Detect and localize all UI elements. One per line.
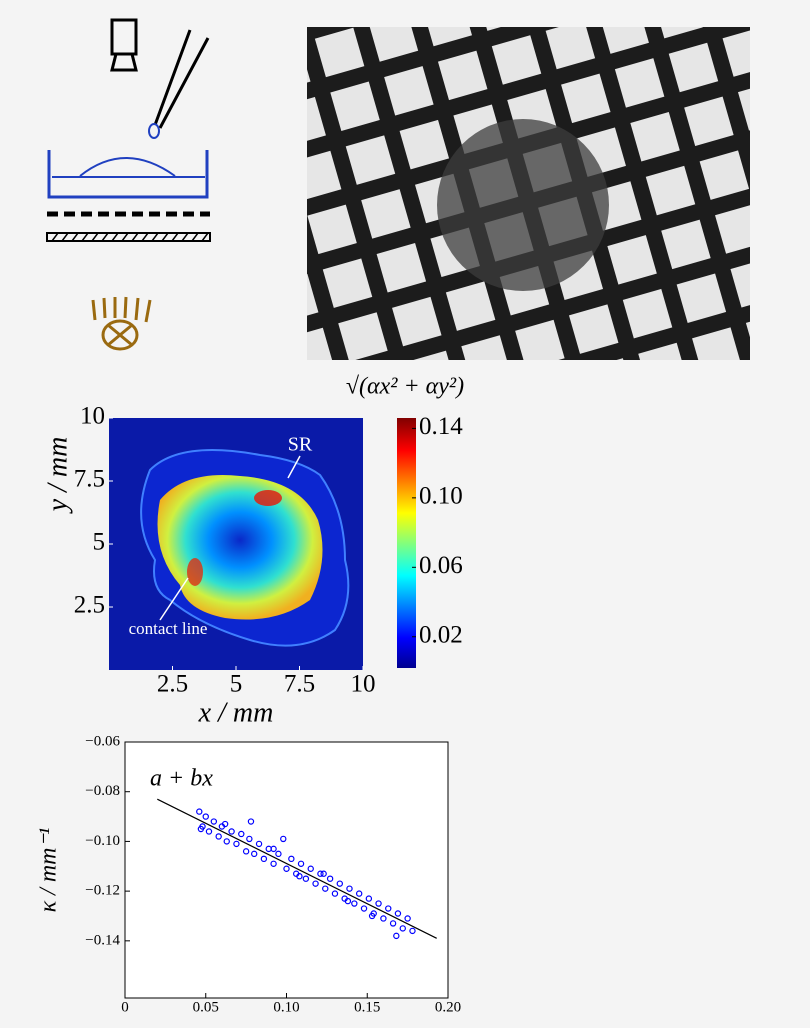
y-tick-label: 7.5: [74, 466, 105, 493]
colorbar: [397, 418, 416, 668]
data-point: [221, 820, 229, 828]
data-point: [270, 860, 277, 867]
data-point: [283, 865, 290, 872]
data-point: [255, 840, 263, 848]
colorbar-tick-label: 0.14: [419, 413, 463, 440]
annotation: a + bx: [150, 766, 213, 792]
data-point: [355, 890, 363, 897]
data-point: [202, 813, 209, 820]
data-point: [242, 848, 250, 855]
data-point: [365, 895, 373, 902]
data-point: [250, 850, 258, 858]
y-tick-label: −0.06: [85, 733, 120, 749]
x-tick-label: 5: [230, 671, 243, 698]
x-axis-label: x / mm: [198, 697, 274, 728]
data-point: [228, 828, 235, 835]
y-tick-label: −0.12: [85, 883, 120, 899]
annotation-pointer: [159, 577, 189, 621]
data-point: [344, 897, 352, 905]
data-point: [351, 900, 358, 907]
heatmap-image: [109, 418, 363, 670]
data-point: [270, 845, 277, 853]
data-point: [399, 925, 406, 932]
data-point: [404, 915, 411, 922]
data-point: [246, 835, 253, 843]
data-point: [331, 890, 339, 897]
data-point: [326, 875, 334, 882]
data-point: [346, 885, 353, 892]
data-point: [210, 818, 218, 825]
y-tick-label: 10: [80, 403, 105, 430]
y-tick-label: 5: [93, 529, 106, 556]
data-point: [280, 835, 287, 843]
annotation: SR: [288, 434, 313, 456]
data-point: [215, 833, 222, 840]
annotation-pointer: [287, 455, 301, 479]
data-point: [317, 870, 324, 877]
data-point: [296, 873, 303, 880]
x-tick-label: 10: [351, 671, 376, 698]
x-tick-label: 0.20: [435, 999, 461, 1015]
y-tick-label: −0.10: [85, 833, 120, 849]
data-point: [394, 910, 402, 917]
y-tick-label: −0.14: [85, 932, 120, 948]
x-tick-label: 0: [121, 999, 129, 1015]
data-point: [260, 855, 268, 863]
plot-frame: [124, 741, 449, 999]
photo: [307, 27, 750, 360]
data-point: [393, 932, 400, 940]
data-point: [389, 920, 397, 927]
x-tick-label: 0.15: [354, 999, 380, 1015]
fit-line: [157, 798, 437, 939]
y-axis-label: y / mm: [42, 437, 73, 515]
colorbar-tick-label: 0.10: [419, 483, 463, 510]
data-point: [409, 927, 416, 935]
data-point: [223, 838, 230, 845]
data-point: [336, 880, 343, 887]
data-point: [368, 912, 376, 920]
setup-sketch: [46, 18, 211, 351]
data-point: [312, 880, 319, 887]
x-tick-label: 7.5: [284, 671, 315, 698]
data-point: [233, 840, 240, 848]
data-point: [205, 828, 213, 835]
data-point: [196, 808, 203, 815]
colorbar-tick-label: 0.06: [419, 552, 463, 579]
annotation: contact line: [129, 619, 208, 638]
x-tick-label: 2.5: [157, 671, 188, 698]
y-tick-label: −0.08: [85, 783, 120, 799]
y-tick-label: 2.5: [74, 592, 105, 619]
colorbar-tick-label: 0.02: [419, 621, 463, 648]
data-point: [288, 855, 295, 863]
data-point: [320, 870, 327, 877]
data-point: [238, 830, 245, 838]
data-point: [360, 905, 368, 912]
data-point: [275, 850, 282, 858]
data-point: [197, 825, 205, 833]
data-point: [302, 875, 310, 882]
x-tick-label: 0.05: [193, 999, 219, 1015]
data-point: [297, 860, 305, 867]
x-tick-label: 0.10: [273, 999, 299, 1015]
data-point: [385, 905, 392, 912]
colorbar-label: √(αx² + αy²): [346, 374, 464, 400]
data-point: [375, 900, 382, 907]
data-point: [247, 818, 255, 825]
y-axis-label: κ / mm⁻¹: [36, 828, 62, 913]
data-point: [307, 865, 314, 872]
data-point: [322, 885, 329, 892]
data-point: [380, 915, 387, 922]
